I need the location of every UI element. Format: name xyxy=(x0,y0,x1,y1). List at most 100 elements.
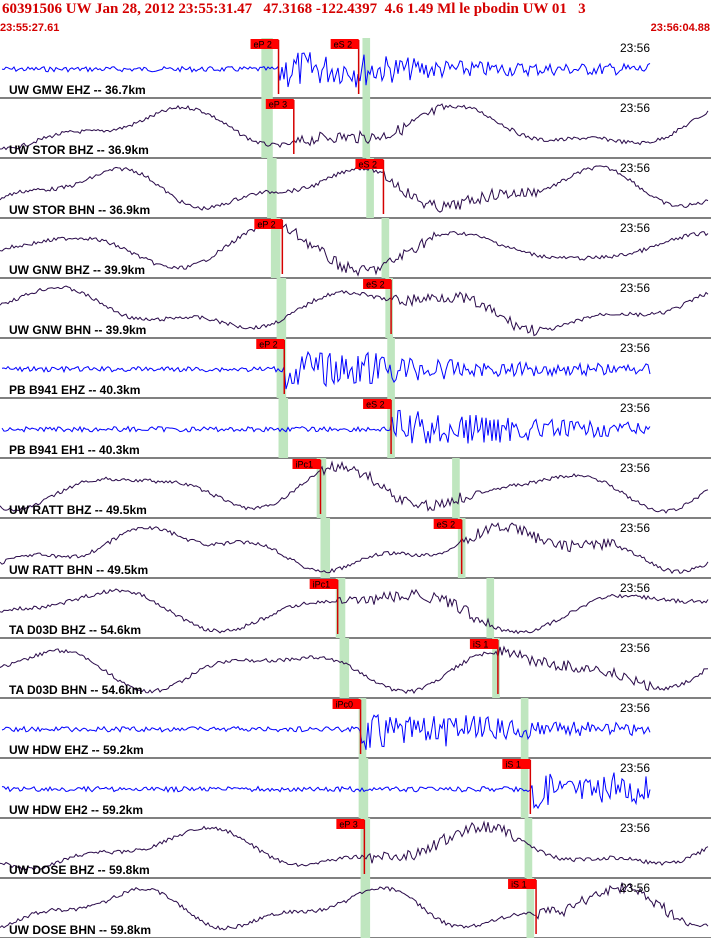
pick-box xyxy=(469,639,498,649)
window-band xyxy=(387,338,395,398)
window-band xyxy=(520,758,529,818)
window-band xyxy=(320,518,331,578)
window-band xyxy=(362,98,371,158)
pick-box xyxy=(332,699,361,709)
minute-tick-label: 23:56 xyxy=(620,641,650,655)
minute-tick-label: 23:56 xyxy=(620,821,650,835)
station-label: UW HDW EHZ -- 59.2km xyxy=(9,743,144,757)
window-band xyxy=(278,398,289,458)
pick-box xyxy=(363,279,392,289)
station-label: TA D03D BHN -- 54.6km xyxy=(9,683,142,697)
pick-box xyxy=(292,459,321,469)
pick-label: eS 2 xyxy=(366,400,385,410)
waveform xyxy=(0,460,709,514)
minute-tick-label: 23:56 xyxy=(620,401,650,415)
window-band xyxy=(358,698,367,758)
station-label: PB B941 EHZ -- 40.3km xyxy=(9,383,140,397)
start-time: 23:55:27.61 xyxy=(0,22,60,34)
minute-tick-label: 23:56 xyxy=(620,341,650,355)
minute-tick-label: 23:56 xyxy=(620,461,650,475)
waveform xyxy=(1,52,651,88)
window-band xyxy=(360,818,371,878)
window-band xyxy=(267,158,277,218)
pick-label: eS 2 xyxy=(334,40,353,50)
waveform xyxy=(0,588,709,635)
pick-box xyxy=(265,99,294,109)
waveform xyxy=(0,165,709,213)
pick-label: eP 3 xyxy=(269,100,287,110)
minute-tick-label: 23:56 xyxy=(620,281,650,295)
pick-label: eP 2 xyxy=(259,340,277,350)
pick-box xyxy=(254,219,283,229)
window-band xyxy=(276,338,287,398)
window-band xyxy=(270,218,281,278)
waveform xyxy=(0,882,709,931)
station-label: UW GNW BHN -- 39.9km xyxy=(9,323,146,337)
window-band xyxy=(360,878,371,938)
window-band xyxy=(316,458,327,518)
pick-label: eP 2 xyxy=(257,220,275,230)
window-band xyxy=(385,278,393,338)
window-band xyxy=(520,698,529,758)
station-label: UW DOSE BHN -- 59.8km xyxy=(9,923,151,937)
pick-box xyxy=(309,579,338,589)
waveform xyxy=(0,103,709,151)
minute-tick-label: 23:56 xyxy=(620,41,650,55)
event-title: 60391506 UW Jan 28, 2012 23:55:31.47 47.… xyxy=(2,1,586,17)
waveform xyxy=(0,522,709,574)
pick-box xyxy=(336,819,365,829)
minute-tick-label: 23:56 xyxy=(620,761,650,775)
station-label: UW STOR BHN -- 36.9km xyxy=(9,203,150,217)
window-band xyxy=(362,38,371,98)
pick-box xyxy=(363,399,392,409)
pick-label: iPc1 xyxy=(295,460,313,470)
station-label: UW STOR BHZ -- 36.9km xyxy=(9,143,149,157)
pick-box xyxy=(433,519,462,529)
pick-label: iPc0 xyxy=(336,700,354,710)
pick-label: eS 2 xyxy=(437,520,456,530)
pick-label: iS 1 xyxy=(505,760,521,770)
pick-box xyxy=(250,39,279,49)
waveform xyxy=(1,713,651,750)
minute-tick-label: 23:56 xyxy=(620,101,650,115)
minute-tick-label: 23:56 xyxy=(620,161,650,175)
pick-label: eP 3 xyxy=(339,820,357,830)
minute-tick-label: 23:56 xyxy=(620,881,650,895)
waveform xyxy=(0,645,709,694)
pick-label: eP 2 xyxy=(254,40,272,50)
end-time: 23:56:04.88 xyxy=(650,22,710,34)
station-label: PB B941 EH1 -- 40.3km xyxy=(9,443,140,457)
waveform xyxy=(1,409,651,444)
waveform xyxy=(0,223,709,277)
waveform xyxy=(0,285,709,337)
waveform xyxy=(1,772,651,810)
window-band xyxy=(524,818,533,878)
minute-tick-label: 23:56 xyxy=(620,521,650,535)
pick-box xyxy=(508,879,537,889)
window-band xyxy=(366,158,374,218)
window-band xyxy=(486,578,495,638)
station-label: UW GNW BHZ -- 39.9km xyxy=(9,263,145,277)
waveform xyxy=(1,350,651,390)
header: 60391506 UW Jan 28, 2012 23:55:31.47 47.… xyxy=(0,0,711,38)
window-band xyxy=(381,218,390,278)
minute-tick-label: 23:56 xyxy=(620,221,650,235)
window-band xyxy=(276,278,287,338)
window-band xyxy=(261,98,273,158)
window-band xyxy=(358,758,369,818)
pick-label: iS 1 xyxy=(473,640,489,650)
pick-label: iPc1 xyxy=(313,580,331,590)
station-label: UW GMW EHZ -- 36.7km xyxy=(9,83,146,97)
pick-label: iS 1 xyxy=(511,880,527,890)
station-label: UW RATT BHN -- 49.5km xyxy=(9,563,148,577)
pick-box xyxy=(502,759,531,769)
seismogram-plot: eP 2 eS 2 23:56 UW GMW EHZ -- 36.7km eP 3 23:… xyxy=(0,38,711,938)
station-label: UW RATT BHZ -- 49.5km xyxy=(9,503,147,517)
window-band xyxy=(339,638,350,698)
window-band xyxy=(452,458,460,518)
pick-label: eS 2 xyxy=(358,160,377,170)
window-band xyxy=(526,878,535,938)
minute-tick-label: 23:56 xyxy=(620,581,650,595)
station-label: UW HDW EH2 -- 59.2km xyxy=(9,803,143,817)
window-band xyxy=(492,638,500,698)
